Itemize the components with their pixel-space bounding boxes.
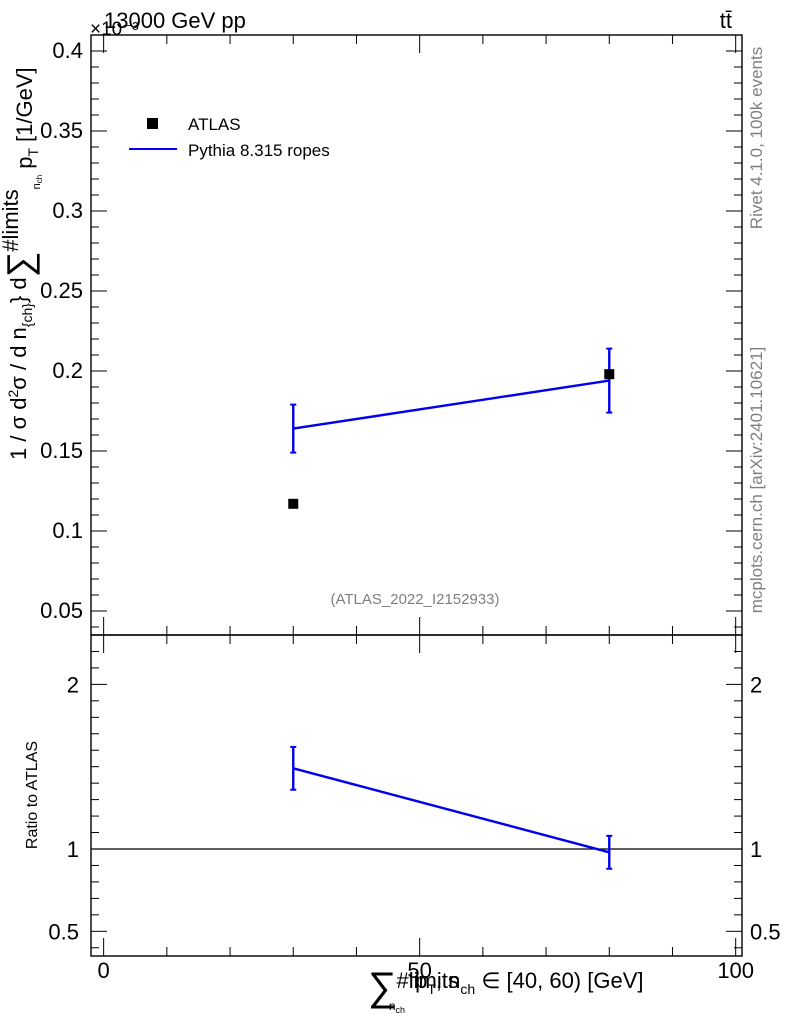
ratio-y-tick-label-right: 0.5 [750,919,781,944]
y-tick-label: 0.05 [40,598,83,623]
rivet-label: Rivet 4.1.0, 100k events [747,47,766,229]
ratio-y-tick-label: 2 [67,672,79,697]
ratio-y-tick-label: 1 [67,837,79,862]
y-tick-label: 0.35 [40,118,83,143]
x-tick-label: 0 [98,958,110,983]
header-left: 13000 GeV pp [104,8,246,33]
y-tick-label: 0.15 [40,438,83,463]
x-axis-title: ∑#limits nchpT, nch ∈ [40, 60) [GeV] [368,965,644,1015]
x-tick-label: 50 [407,958,431,983]
analysis-label: (ATLAS_2022_I2152933) [330,591,499,608]
ratio-y-tick-label-right: 2 [750,672,762,697]
y-tick-label: 0.1 [52,518,83,543]
y-tick-label: 0.2 [52,358,83,383]
ratio-y-axis-title: Ratio to ATLAS [24,741,41,849]
ratio-y-tick-label-right: 1 [750,837,762,862]
legend-data-label: ATLAS [188,115,241,134]
y-tick-label: 0.4 [52,38,83,63]
mcplots-label: mcplots.cern.ch [arXiv:2401.10621] [747,347,766,613]
atlas-data-point [604,369,615,380]
ratio-y-tick-label: 0.5 [48,919,79,944]
atlas-data-point [288,498,299,509]
header-right: tt̄ [720,8,732,33]
ratio-line [292,767,610,854]
mc-line [293,379,610,430]
y-tick-label: 0.25 [40,278,83,303]
y-exponent: ×10⁻³ [90,19,139,40]
main-y-axis-title: 1 / σ d2σ / d n{ch}} d∑#limitsnchpT[1/Ge… [0,67,44,460]
x-tick-label: 100 [717,958,754,983]
ratio-panel-frame [90,634,743,957]
y-tick-label: 0.3 [52,198,83,223]
chart-marks: 0.05 0.1 0.15 0.2 0.25 0.3 0.35 0.4 0 50 100 0.5 0.5… [40,34,781,983]
legend-mc-label: Pythia 8.315 ropes [188,141,330,160]
legend-data-marker [147,118,158,129]
